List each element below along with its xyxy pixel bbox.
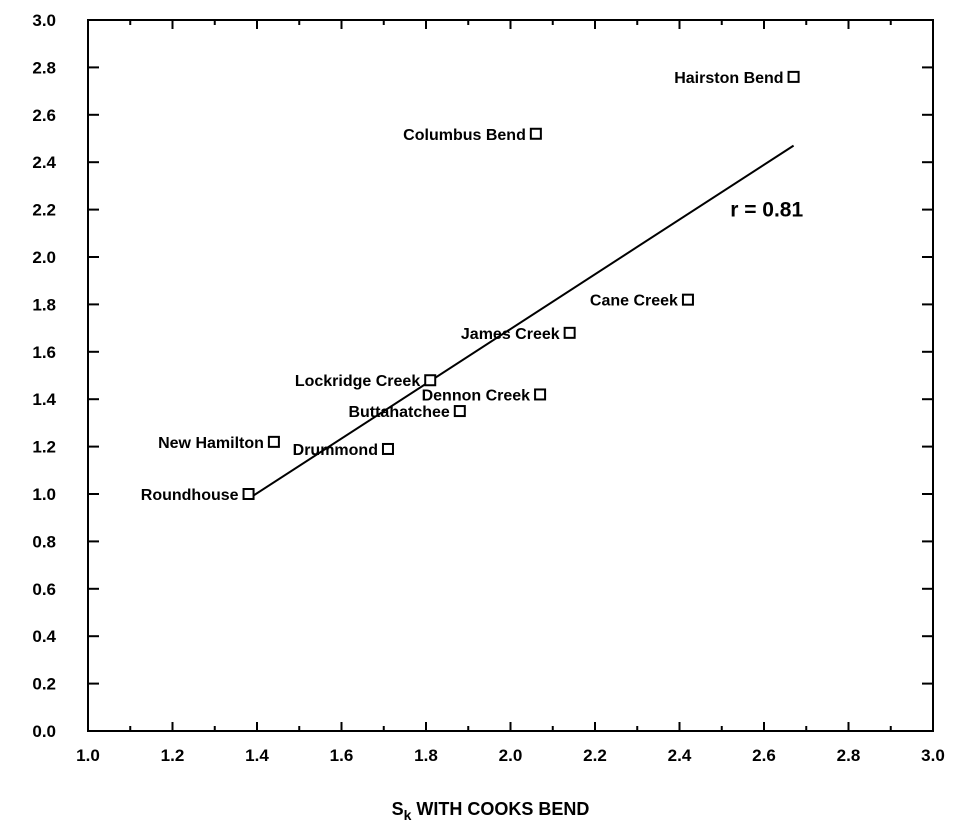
x-axis-label: Sk WITH COOKS BEND (392, 799, 590, 823)
point-label: Dennon Creek (422, 387, 531, 404)
y-tick-label: 0.0 (32, 722, 56, 741)
y-tick-label: 2.6 (32, 106, 56, 125)
annotations-group: r = 0.81 (730, 199, 803, 222)
point-label: Drummond (293, 442, 378, 459)
point-label: Roundhouse (141, 487, 239, 504)
y-tick-label: 3.0 (32, 11, 56, 30)
data-point (534, 388, 547, 401)
y-tick-label: 2.8 (32, 58, 56, 77)
data-point (424, 374, 437, 387)
x-tick-label: 2.4 (668, 746, 692, 765)
point-label: Cane Creek (590, 293, 678, 310)
y-tick-label: 0.8 (32, 532, 56, 551)
y-tick-label: 1.0 (32, 485, 56, 504)
x-tick-label: 1.8 (414, 746, 438, 765)
x-tick-label: 1.4 (245, 746, 269, 765)
y-tick-label: 2.4 (32, 153, 56, 172)
fit-line-group (248, 144, 795, 500)
y-tick-label: 1.8 (32, 295, 56, 314)
data-point (529, 127, 542, 140)
data-point (787, 70, 800, 83)
point-label: James Creek (461, 326, 560, 343)
y-tick-label: 2.0 (32, 248, 56, 267)
data-point (267, 435, 280, 448)
point-label: Hairston Bend (674, 70, 783, 87)
y-tick-label: 0.4 (32, 627, 56, 646)
point-label: New Hamilton (158, 435, 264, 452)
x-axis-label-subscript: k (404, 807, 412, 823)
x-tick-label: 3.0 (921, 746, 945, 765)
x-tick-label: 1.6 (330, 746, 354, 765)
x-tick-label: 2.0 (499, 746, 523, 765)
point-label: Columbus Bend (403, 127, 526, 144)
axes: 1.0 1.2 1.4 1.6 1.8 2.0 2.2 2.4 2.6 2.8 3.0 0.0 0.2 0… (32, 11, 944, 765)
y-tick-label: 0.6 (32, 580, 56, 599)
data-point (242, 488, 255, 500)
y-tick-label: 1.6 (32, 343, 56, 362)
points-group: Hairston Bend Columbus Bend Cane Creek Jame… (141, 70, 800, 504)
x-axis-label-rest: WITH COOKS BEND (411, 799, 589, 819)
x-axis-label-main: S (392, 799, 404, 819)
x-tick-label: 1.2 (161, 746, 185, 765)
x-tick-label: 2.6 (752, 746, 776, 765)
point-label: Buttahatchee (348, 404, 449, 421)
y-tick-label: 1.2 (32, 438, 56, 457)
x-tick-label: 1.0 (76, 746, 100, 765)
data-point (681, 293, 694, 306)
data-point (381, 442, 394, 455)
regression-line (248, 144, 795, 500)
y-tick-label: 0.2 (32, 675, 56, 694)
point-label: Lockridge Creek (295, 373, 420, 390)
x-tick-label: 2.8 (837, 746, 861, 765)
y-tick-label: 2.2 (32, 201, 56, 220)
y-tick-label: 1.4 (32, 390, 56, 409)
data-point (453, 405, 466, 418)
correlation-annotation: r = 0.81 (730, 199, 803, 222)
data-point (563, 326, 576, 339)
x-tick-label: 2.2 (583, 746, 607, 765)
